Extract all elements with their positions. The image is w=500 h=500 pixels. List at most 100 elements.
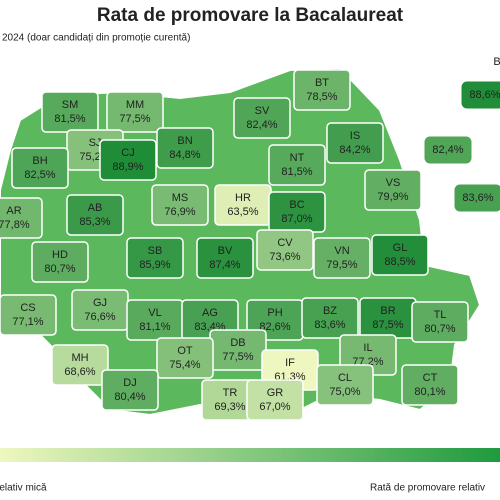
county xyxy=(66,194,124,236)
county-code: BT xyxy=(315,77,329,89)
county-code: GR xyxy=(267,387,284,399)
inset-code: B xyxy=(493,56,500,68)
county-value: 81,1% xyxy=(139,321,170,333)
county xyxy=(196,237,254,279)
county-value: 75,0% xyxy=(329,386,360,398)
county-code: IS xyxy=(350,130,360,142)
county-value: 82,5% xyxy=(24,169,55,181)
county-value: 76,9% xyxy=(164,206,195,218)
county-value: 82,6% xyxy=(259,321,290,333)
county xyxy=(326,122,384,164)
county xyxy=(126,237,184,279)
county-code: NT xyxy=(290,152,305,164)
legend-bar xyxy=(0,448,500,462)
county-code: TR xyxy=(223,387,238,399)
county xyxy=(401,364,459,406)
county xyxy=(246,379,304,421)
county-code: IL xyxy=(363,342,372,354)
inset-sector xyxy=(453,183,500,213)
subtitle: 2024 (doar candidați din promoție curent… xyxy=(2,33,190,44)
county xyxy=(99,139,157,181)
county-code: BN xyxy=(177,135,192,147)
county xyxy=(256,229,314,271)
county xyxy=(301,297,359,339)
county-value: 79,5% xyxy=(326,259,357,271)
county xyxy=(316,364,374,406)
county-code: HR xyxy=(235,192,251,204)
county-code: OT xyxy=(177,345,193,357)
county-value: 77,1% xyxy=(12,316,43,328)
county xyxy=(106,91,164,133)
county-code: BH xyxy=(32,155,47,167)
county-value: 67,0% xyxy=(259,401,290,413)
county xyxy=(151,184,209,226)
county-code: VL xyxy=(148,307,161,319)
county xyxy=(31,241,89,283)
county xyxy=(364,169,422,211)
county xyxy=(0,294,57,336)
legend-high: Rată de promovare relativ xyxy=(370,483,485,494)
county-code: VS xyxy=(386,177,401,189)
county-value: 79,9% xyxy=(377,191,408,203)
legend-low: relativ mică xyxy=(0,483,47,494)
county-value: 73,6% xyxy=(269,251,300,263)
county-code: CJ xyxy=(121,147,134,159)
county-code: GL xyxy=(393,242,408,254)
county-code: SJ xyxy=(89,137,102,149)
county-code: MM xyxy=(126,99,144,111)
county xyxy=(11,147,69,189)
county-code: CS xyxy=(20,302,35,314)
county xyxy=(156,127,214,169)
inset-sector xyxy=(460,80,500,110)
county-value: 83,6% xyxy=(314,319,345,331)
county-value: 87,0% xyxy=(281,213,312,225)
county-code: SB xyxy=(148,245,163,257)
county xyxy=(51,344,109,386)
county-code: MS xyxy=(172,192,189,204)
county-value: 80,1% xyxy=(414,386,445,398)
county-code: DJ xyxy=(123,377,136,389)
county-code: BZ xyxy=(323,305,337,317)
county xyxy=(156,337,214,379)
county xyxy=(371,234,429,276)
inset-value: 83,6% xyxy=(462,192,493,204)
county-code: BR xyxy=(380,305,395,317)
inset-sector xyxy=(423,135,473,165)
county-value: 68,6% xyxy=(64,366,95,378)
county-value: 88,9% xyxy=(112,161,143,173)
county-value: 84,8% xyxy=(169,149,200,161)
county xyxy=(411,301,469,343)
county-code: CT xyxy=(423,372,438,384)
county-value: 81,5% xyxy=(54,113,85,125)
county-value: 69,3% xyxy=(214,401,245,413)
county-value: 85,3% xyxy=(79,216,110,228)
county xyxy=(101,369,159,411)
county-value: 77,8% xyxy=(0,219,30,231)
county-value: 80,7% xyxy=(44,263,75,275)
county-value: 87,5% xyxy=(372,319,403,331)
county-value: 84,2% xyxy=(339,144,370,156)
county-value: 76,6% xyxy=(84,311,115,323)
county xyxy=(313,237,371,279)
county-value: 78,5% xyxy=(306,91,337,103)
inset-value: 88,6% xyxy=(469,89,500,101)
county-code: HD xyxy=(52,249,68,261)
county-code: VN xyxy=(334,245,349,257)
county-code: GJ xyxy=(93,297,107,309)
county-value: 81,5% xyxy=(281,166,312,178)
inset-value: 82,4% xyxy=(432,144,463,156)
county-code: IF xyxy=(285,357,295,369)
county-value: 63,5% xyxy=(227,206,258,218)
county-value: 88,5% xyxy=(384,256,415,268)
county-value: 87,4% xyxy=(209,259,240,271)
county-code: BC xyxy=(289,199,304,211)
county xyxy=(233,97,291,139)
county-code: TL xyxy=(434,309,447,321)
county-code: BV xyxy=(218,245,233,257)
county-value: 80,4% xyxy=(114,391,145,403)
county xyxy=(268,144,326,186)
county-code: AG xyxy=(202,307,218,319)
county-value: 80,7% xyxy=(424,323,455,335)
title: Rata de promovare la Bacalaureat xyxy=(97,5,404,26)
